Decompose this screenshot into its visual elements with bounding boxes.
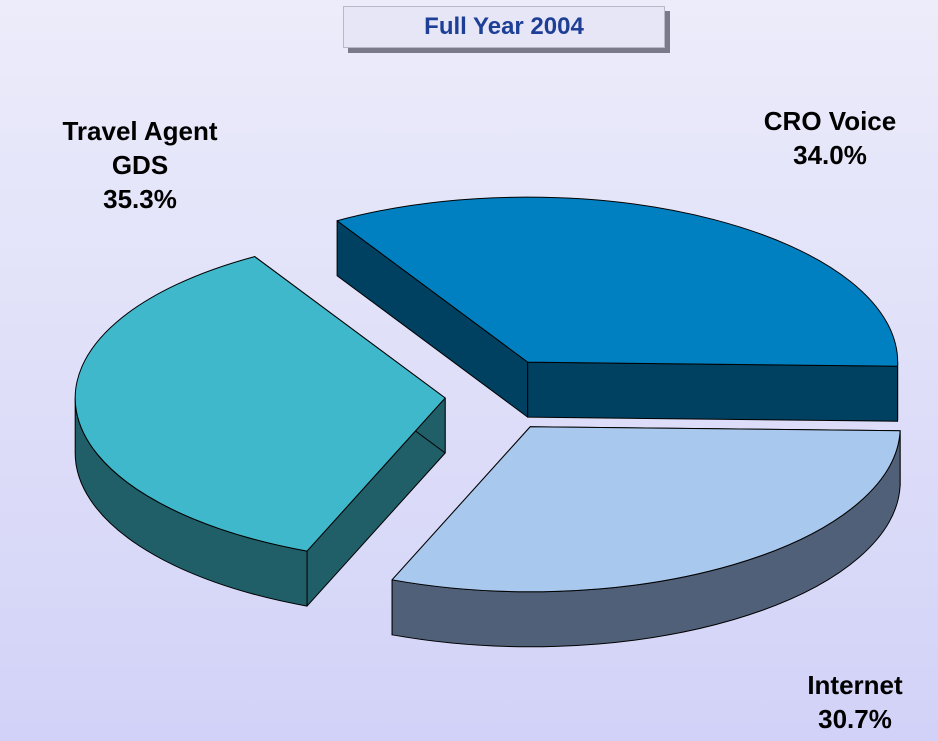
pie-slice xyxy=(74,256,446,607)
slice-name: Travel Agent GDS xyxy=(62,116,218,180)
slice-name: CRO Voice xyxy=(763,106,897,136)
slice-top xyxy=(391,426,901,593)
slice-name: Internet xyxy=(807,670,903,700)
slice-value: 34.0% xyxy=(793,140,867,170)
slice-edge-wall xyxy=(527,361,899,422)
slice-label: Internet 30.7% xyxy=(760,668,938,736)
pie-slice xyxy=(391,426,901,648)
slice-value: 30.7% xyxy=(818,704,892,734)
slice-top xyxy=(74,256,446,552)
slice-label: Travel Agent GDS 35.3% xyxy=(20,114,260,216)
pie-slice xyxy=(336,196,899,422)
slice-value: 35.3% xyxy=(103,184,177,214)
slice-label: CRO Voice 34.0% xyxy=(720,104,938,172)
chart-title: Full Year 2004 xyxy=(343,6,665,48)
slice-top xyxy=(336,196,899,367)
